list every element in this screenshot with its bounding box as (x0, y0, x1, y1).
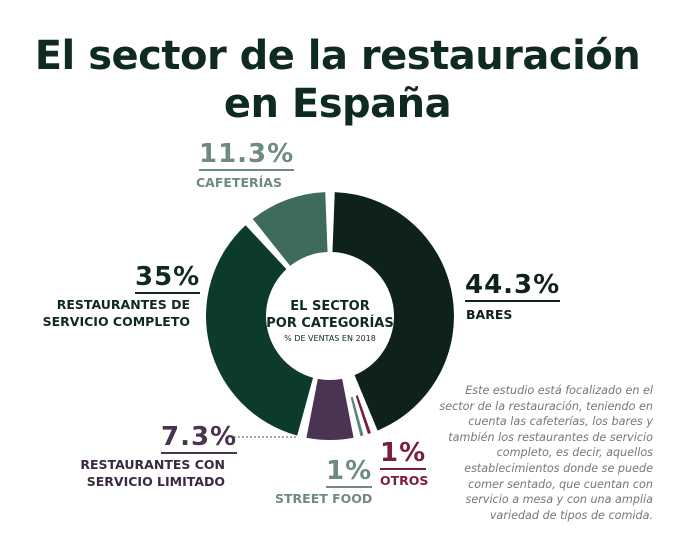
title-line-1: El sector de la restauración (34, 33, 641, 79)
center-title-1: EL SECTOR (290, 299, 370, 314)
streetfood-pct: 1% (326, 456, 373, 488)
title-line-2: en España (223, 81, 452, 127)
completo-label: RESTAURANTES DE SERVICIO COMPLETO (42, 297, 190, 329)
bares-pct: 44.3% (465, 270, 561, 302)
slice-cafeter-as (252, 192, 328, 266)
description-text: Este estudio está focalizado en el secto… (439, 384, 653, 522)
slice-restaurantes-de-servicio-completo (206, 225, 314, 436)
limitado-label: RESTAURANTES CON SERVICIO LIMITADO (80, 457, 225, 489)
completo-pct: 35% (135, 262, 201, 294)
limitado-pct: 7.3% (161, 422, 238, 454)
center-title-2: POR CATEGORÍAS (266, 316, 394, 331)
center-subtitle: % DE VENTAS EN 2018 (284, 334, 376, 343)
cafeterias-pct: 11.3% (199, 139, 295, 171)
otros-label: OTROS (380, 473, 429, 488)
slice-bares (332, 192, 455, 431)
slice-restaurantes-con-servicio-limitado (306, 378, 354, 440)
otros-pct: 1% (380, 438, 427, 470)
slice-street-food (350, 396, 364, 437)
streetfood-label: STREET FOOD (275, 491, 373, 506)
bares-label: BARES (466, 307, 513, 322)
cafeterias-label: CAFETERÍAS (196, 175, 282, 190)
slice-otros (355, 395, 371, 435)
